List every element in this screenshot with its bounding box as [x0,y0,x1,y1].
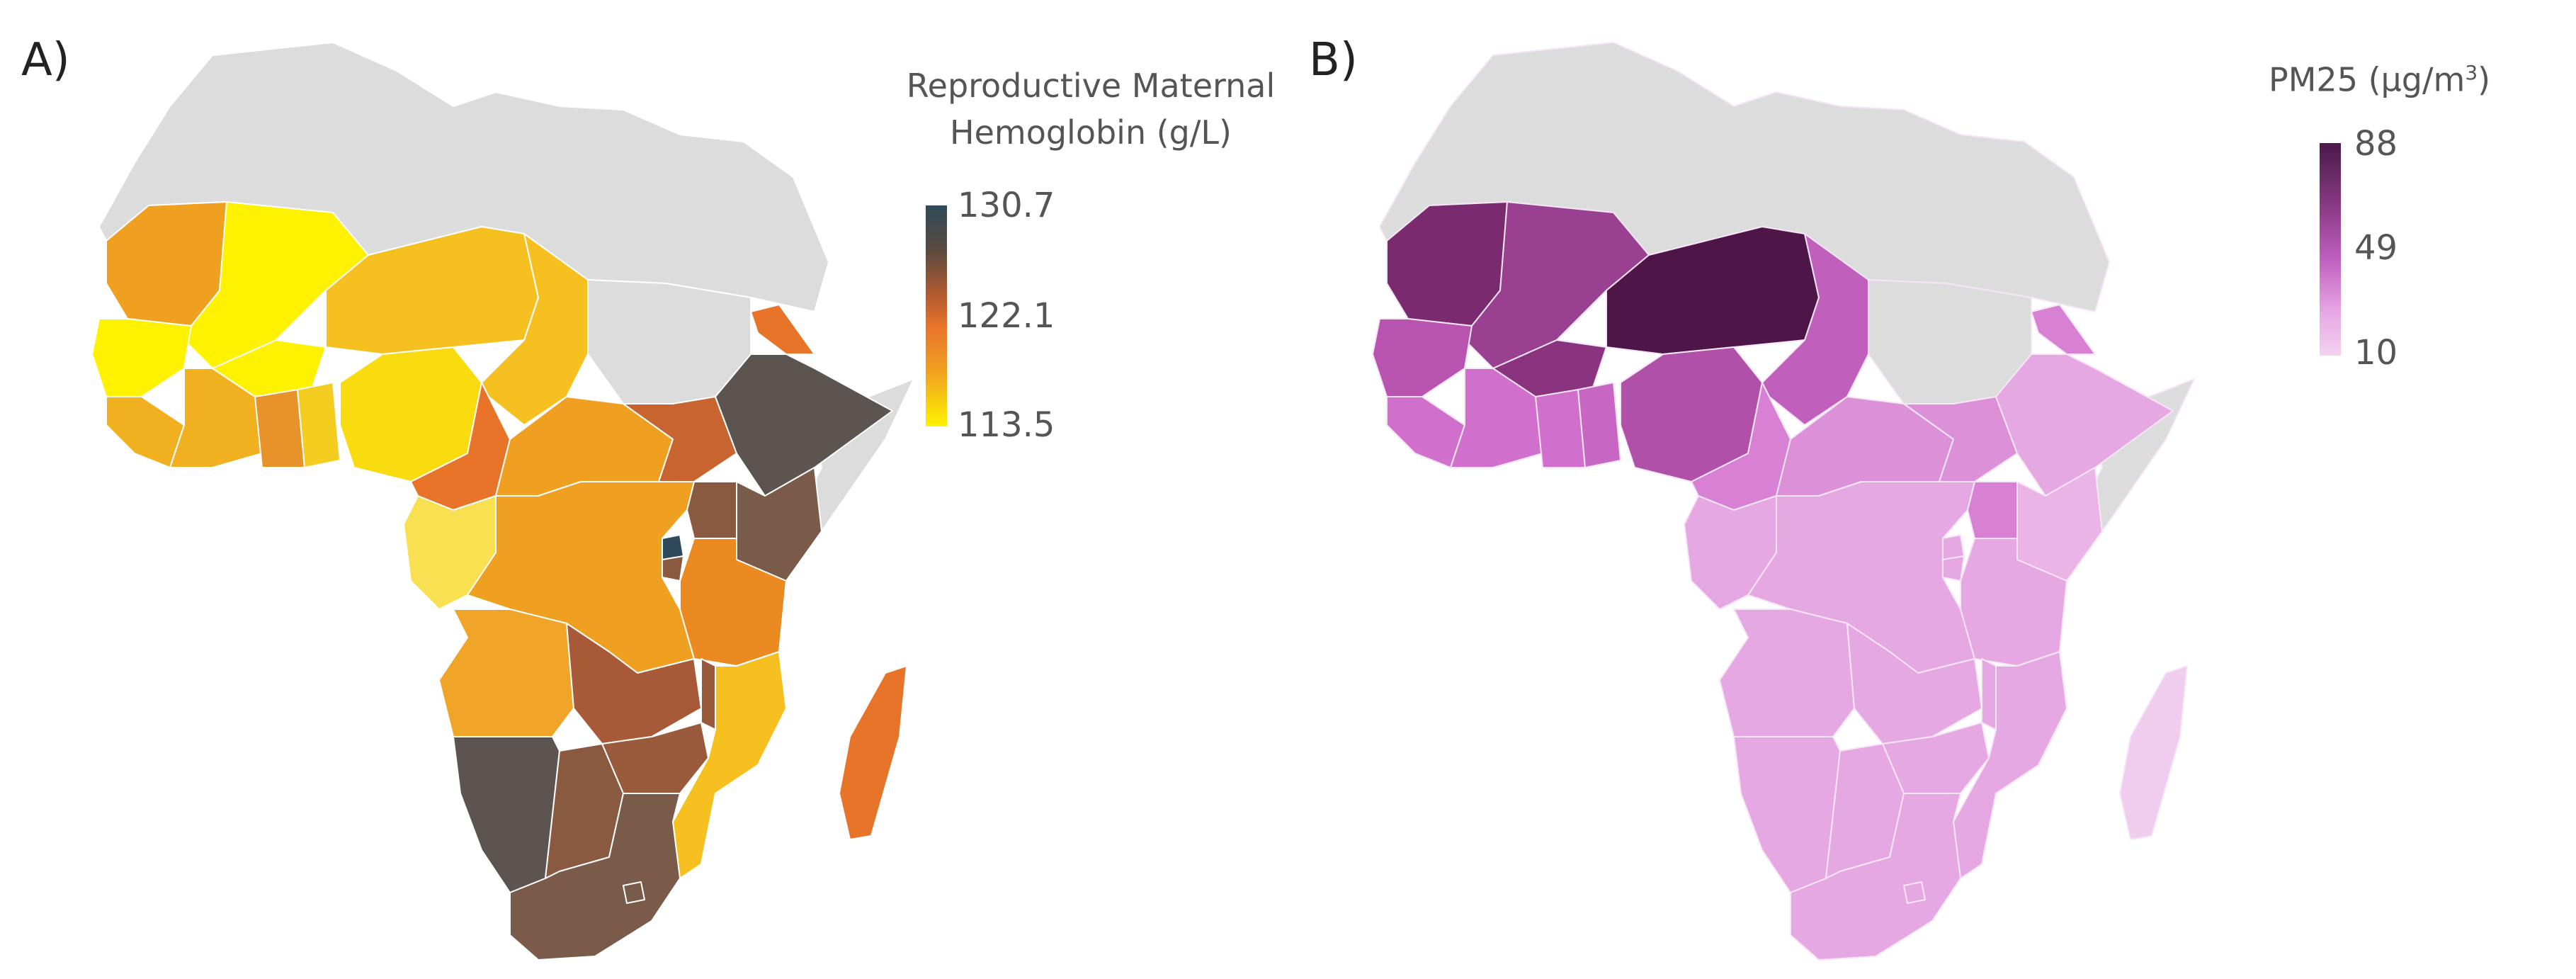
eritrea [750,304,815,355]
angola-b [1719,609,1855,737]
malawi-b [1981,658,1997,730]
colorbar-title-b: PM25 (µg/m3) [2269,50,2566,103]
madagascar [839,665,907,840]
lesotho [623,881,645,904]
south-africa [509,793,681,961]
namibia-b [1733,736,1841,893]
panel-hemoglobin-map: A) Reproductive Maternal Hemoglobin (g/L… [21,34,1289,961]
colorbar-title-a-line1: Reproductive Maternal [906,67,1276,105]
burkina-faso-b [1492,339,1607,397]
colorbar-b-tick-max: 88 [2354,124,2398,164]
ghana [254,389,305,468]
togo-benin-b [1577,382,1621,468]
panel-label-b: B) [1309,34,1358,86]
colorbar-title-b-sup: 3 [2465,61,2478,84]
colorbar-title-b-end: ) [2478,60,2491,99]
panel-pm25-map: B) PM25 (µg/m3) 88 49 10 [1288,0,2576,979]
colorbar-b-tick-mid: 49 [2354,228,2398,268]
colorbar-b [2320,143,2341,356]
senegal-gambia-guinea [91,318,192,397]
uganda-b [1967,481,2018,539]
uganda [686,481,737,539]
colorbar-a [926,205,947,426]
mozambique [672,651,787,879]
panel-label-a: A) [21,34,70,86]
madagascar-b [2119,665,2188,840]
ethiopia-b [1995,353,2174,497]
colorbar-title-a-line2: Hemoglobin (g/L) [950,113,1232,152]
colorbar-a-tick-max: 130.7 [958,186,1055,225]
sierra-leone-liberia-b [1386,396,1465,468]
south-africa-b [1790,793,1961,961]
burundi-b [1942,555,1965,582]
burundi [662,555,684,582]
ghana-b [1535,389,1586,468]
angola [438,609,574,737]
colorbar-b-tick-min: 10 [2354,333,2398,373]
namibia [453,736,560,893]
africa-pm25-map [1372,42,2195,961]
colorbar-a-tick-min: 113.5 [958,405,1055,445]
south-sudan-b [1903,396,2018,482]
ethiopia [715,353,893,497]
senegal-guinea-b [1372,318,1473,397]
lesotho-b [1903,881,1926,904]
malawi [700,658,716,730]
colorbar-title-b-main: PM25 (µg/m [2269,60,2466,99]
africa-hemoglobin-map [91,42,914,961]
mozambique-b [1953,651,2067,879]
sierra-leone-liberia [106,396,185,468]
south-sudan [623,396,737,482]
togo-benin [297,382,341,468]
colorbar-a-tick-mid: 122.1 [958,296,1055,336]
burkina-faso [212,339,327,397]
colorbar-title-a: Reproductive Maternal Hemoglobin (g/L) [892,62,1289,156]
eritrea-b [2031,304,2096,355]
